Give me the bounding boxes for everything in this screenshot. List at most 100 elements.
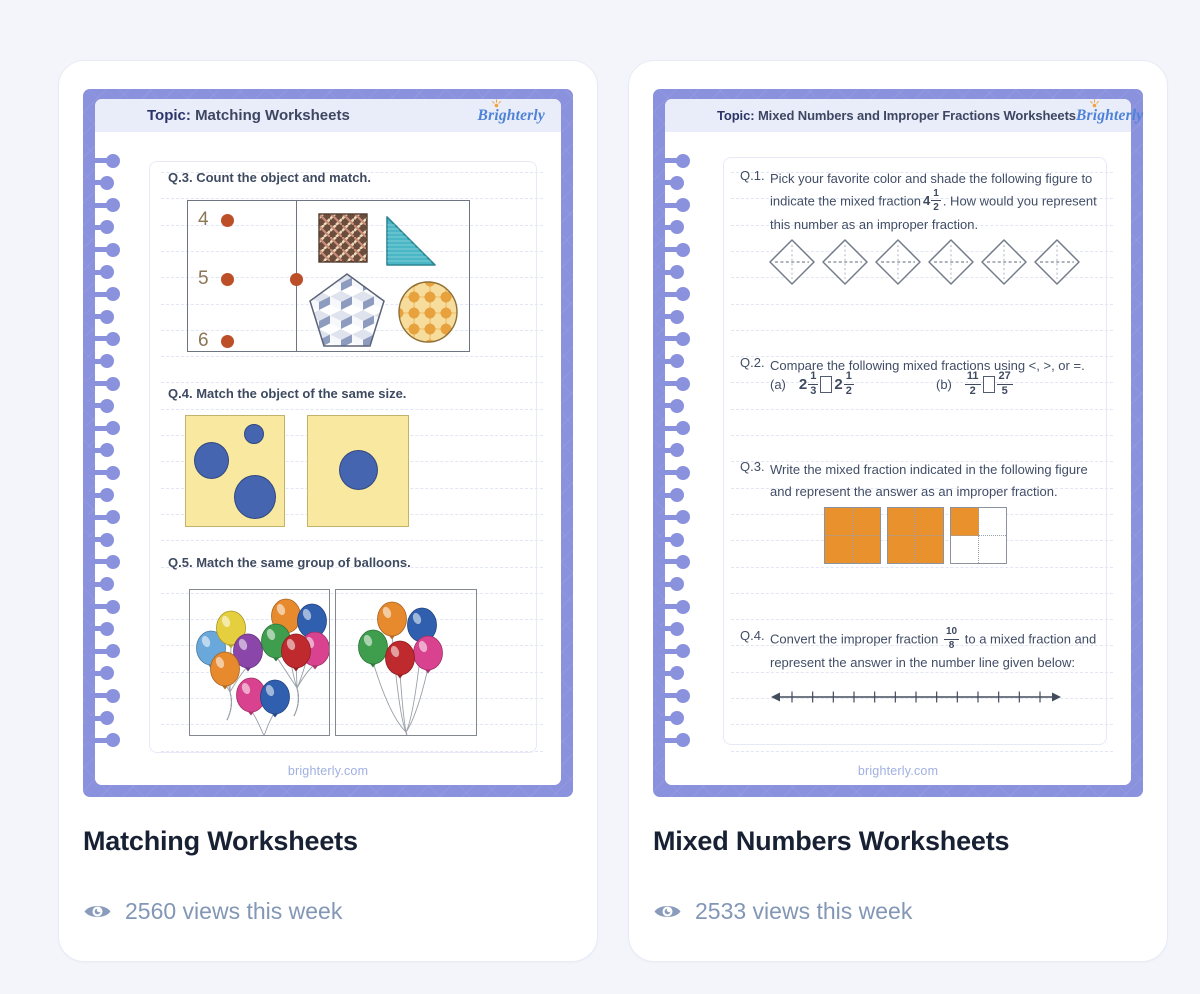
binding-ring (83, 465, 120, 480)
grid-cell-empty (978, 508, 1006, 536)
worksheet-topic: Topic: Mixed Numbers and Improper Fracti… (717, 108, 1076, 123)
topic-title: Mixed Numbers and Improper Fractions Wor… (757, 108, 1076, 123)
binding-ring (653, 599, 690, 614)
eye-icon (654, 906, 681, 917)
binding-ring (653, 532, 684, 547)
grid-cell-shaded (852, 535, 880, 563)
binding-ring (83, 376, 120, 391)
binding-ring (83, 621, 114, 636)
balloons-box (189, 589, 330, 765)
binding-ring (83, 510, 120, 525)
binding-ring (83, 421, 120, 436)
match-dot (289, 272, 303, 286)
pattern-square-figure (318, 213, 368, 263)
spiral-binding (653, 153, 693, 775)
question-q3-heading: Q.3. Count the object and match. (168, 170, 371, 185)
ruled-line (161, 540, 543, 542)
binding-ring (83, 532, 114, 547)
size-circle-large (234, 475, 276, 519)
diamond-figure (875, 239, 921, 285)
ruled-line (731, 645, 1113, 647)
binding-ring (653, 153, 690, 168)
topic-label: Topic: (147, 107, 191, 124)
sun-icon (491, 98, 501, 107)
views-count: 2560 views this week (125, 898, 343, 924)
yellow-box-figure (185, 415, 285, 527)
sun-icon (1090, 98, 1099, 107)
fraction-grid (950, 507, 1007, 564)
improper-fraction: 10 8 (943, 626, 960, 651)
diamond-figure (769, 239, 815, 285)
worksheet-header: Topic: Matching Worksheets Brighterly (95, 98, 561, 132)
balloon-bunches (196, 598, 330, 765)
binding-ring (83, 287, 120, 302)
question-q1-text: Pick your favorite color and shade the f… (770, 171, 1097, 232)
worksheet-preview-matching: Topic: Matching Worksheets Brighterly (83, 89, 573, 797)
binding-ring (83, 488, 114, 502)
binding-ring (83, 644, 120, 659)
question-q4-label: Q.4. (740, 628, 765, 643)
compare-answer-box (820, 375, 833, 393)
question-area: Q.3. Count the object and match. 4 5 6 (149, 161, 537, 765)
binding-ring (83, 443, 114, 458)
worksheet-card-matching[interactable]: Topic: Matching Worksheets Brighterly (58, 60, 598, 962)
binding-ring (653, 621, 684, 636)
binding-ring (83, 265, 114, 279)
question-q2-text: Compare the following mixed fractions us… (770, 358, 1085, 373)
worksheet-footer-url: brighterly.com (857, 764, 939, 778)
binding-ring (653, 711, 684, 725)
binding-ring (653, 175, 684, 190)
binding-ring (653, 354, 684, 369)
ruled-line (731, 592, 1113, 594)
binding-ring (653, 465, 690, 480)
brighterly-logo-text: Brighterly (1075, 106, 1144, 124)
binding-ring (83, 688, 120, 703)
ruled-line (731, 356, 1113, 358)
fraction-grid (887, 507, 944, 564)
binding-ring (653, 554, 690, 569)
balloons-box (335, 589, 477, 761)
brighterly-logo: Brighterly (478, 98, 545, 125)
ruled-line (161, 724, 543, 726)
binding-ring (653, 688, 690, 703)
binding-ring (653, 220, 684, 235)
count-number: 4 (198, 209, 209, 230)
triangle-figure (386, 216, 436, 266)
card-title: Mixed Numbers Worksheets (653, 826, 1010, 856)
binding-ring (83, 198, 120, 213)
worksheet-header: Topic: Mixed Numbers and Improper Fracti… (665, 98, 1143, 132)
diamond-figure (822, 239, 868, 285)
ruled-line (161, 382, 543, 384)
binding-ring (83, 331, 120, 346)
ruled-line (161, 198, 543, 200)
count-dot (221, 335, 234, 348)
ruled-line (161, 619, 543, 621)
ruled-line (731, 382, 1113, 384)
binding-ring (83, 175, 114, 190)
size-circle-medium (194, 442, 229, 479)
worksheet-card-mixed-numbers[interactable]: Topic: Mixed Numbers and Improper Fracti… (628, 60, 1168, 962)
grid-cell-empty (978, 535, 1006, 563)
ruled-line (731, 619, 1113, 621)
balloon-bunch (358, 601, 443, 761)
circle-figure (398, 281, 458, 343)
grid-cell-shaded (888, 508, 916, 536)
grid-cell-empty (951, 535, 979, 563)
size-circle-medium (339, 450, 378, 490)
ruled-line (731, 224, 1113, 226)
question-q4-text: Convert the improper fraction 10 8 to a m… (770, 626, 1097, 670)
fraction-grids-row (824, 507, 1007, 564)
binding-ring (653, 265, 684, 279)
ruled-line (161, 645, 543, 647)
ruled-line (161, 566, 543, 568)
ruled-line (731, 435, 1113, 436)
binding-ring (653, 331, 690, 346)
binding-ring (83, 354, 114, 369)
worksheet-preview-mixed-numbers: Topic: Mixed Numbers and Improper Fracti… (653, 89, 1143, 797)
binding-ring (653, 644, 690, 659)
topic-title: Matching Worksheets (195, 107, 350, 124)
diamond-figure (981, 239, 1027, 285)
grid-cell-shaded (825, 508, 853, 536)
binding-ring (83, 666, 114, 681)
